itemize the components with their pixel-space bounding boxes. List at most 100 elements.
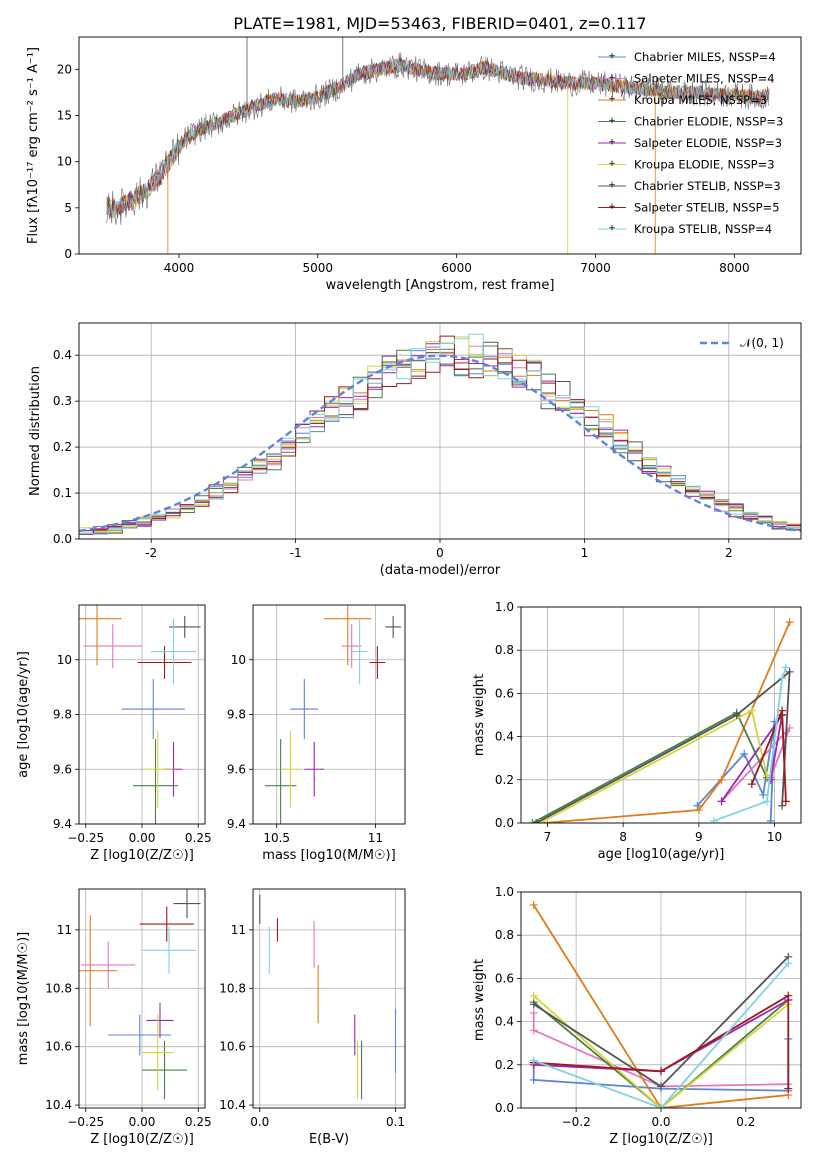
x-tick-label: 11 [368,831,383,845]
y-tick-label: 0.8 [495,928,514,942]
errorbar-point [121,678,185,740]
weight-marker [766,816,775,823]
x-axis-label: mass [log10(M/M☉)] [262,848,395,863]
y-axis-label: mass weight [472,959,487,1041]
legend-label: Chabrier STELIB, NSSP=3 [634,179,781,193]
y-tick-label: 9.4 [53,817,72,831]
spectrum-legend: + Chabrier MILES, NSSP=4 + Salpeter MILES, … [598,50,783,236]
legend-label: Kroupa ELODIE, NSSP=3 [634,158,775,172]
y-tick-label: 0.1 [53,486,72,500]
legend-marker: + [608,138,616,148]
errorbar-point [351,618,368,685]
weight-series-line [533,962,789,1108]
axes-frame [78,36,802,255]
errorbar-point [290,678,319,740]
weight-marker [529,1075,538,1084]
weight-series-line [533,994,790,1089]
age-vs-mass-plot: 10.5 11 9.4 9.6 9.8 10 mass [log10(M/M☉)] [227,604,406,863]
normal-reference-curve [79,354,801,533]
spectrum-plot: 4000 5000 6000 7000 8000 0 5 10 15 20 wavelength [… [26,36,802,293]
weight-series-line [720,727,791,803]
legend-marker: + [608,181,616,191]
x-tick-label: 9 [695,830,703,844]
weight-marker [747,706,756,715]
x-tick-label: 0.0 [651,1115,670,1129]
errorbar-point [341,624,362,668]
legend-label: Salpeter MILES, NSSP=4 [634,72,775,86]
x-axis-label: age [log10(age/yr)] [598,847,725,862]
y-tick-label: 5 [64,201,72,215]
errorbar-point [280,730,301,808]
errorbar-point [81,941,136,989]
y-tick-label: 0.4 [53,348,72,362]
y-tick-label: 0.3 [53,394,72,408]
legend-label: Kroupa STELIB, NSSP=4 [634,222,772,236]
x-tick-label: 8000 [719,261,750,275]
y-tick-label: 10 [57,653,72,667]
weight-marker [784,991,793,1000]
weight-marker [694,806,703,815]
weight-marker [657,1067,665,1076]
y-tick-label: 0.4 [495,730,514,744]
axes-frame [252,888,406,1109]
weight-marker [781,797,790,806]
y-axis-label: Normed distribution [28,366,43,496]
weight-marker [717,775,726,784]
y-tick-label: 9.6 [227,762,246,776]
x-tick-label: -2 [145,546,157,560]
plot-area [529,900,793,1108]
mass-vs-Z-plot: −0.25 0.00 0.25 10.4 10.6 10.8 11 Z [log10(Z/Z☉… [16,888,212,1147]
x-axis-label: Z [log10(Z/Z☉)] [90,848,194,863]
x-axis-label: Z [log10(Z/Z☉)] [90,1132,194,1147]
y-tick-label: 1.0 [495,885,514,899]
weight-marker [759,790,768,799]
weight-series-line [533,995,789,1108]
x-tick-label: 4000 [164,261,195,275]
legend-marker: + [608,95,616,105]
weight-marker [529,1056,538,1065]
y-axis-label: mass weight [472,674,487,756]
errorbar-point [108,1014,172,1056]
weight-marker [778,674,787,683]
weight-marker [740,749,749,758]
x-tick-label: 0.25 [185,1115,212,1129]
y-tick-label: 10.4 [45,1098,72,1112]
histogram-series [79,333,801,535]
y-axis-label: Flux [fλ10⁻¹⁷ erg cm⁻² s⁻¹ A⁻¹] [26,47,41,244]
plot-area [79,333,801,535]
x-tick-label: 0.25 [185,831,212,845]
weight-marker [784,1084,793,1093]
mass-vs-EBV-plot: 0.0 0.1 10.4 10.6 10.8 11 E(B-V) [219,888,406,1147]
x-tick-label: 0.1 [386,1115,405,1129]
errorbar-point [151,618,196,685]
errorbar-point [264,739,297,824]
weight-marker [693,801,702,810]
y-tick-label: 11 [231,923,246,937]
y-tick-label: 10 [57,155,72,169]
age-vs-Z-plot: −0.25 0.00 0.25 9.4 9.6 9.8 10 Z [log10(Z/Z☉)] a… [16,604,212,863]
weight-marker [529,991,538,1000]
errorbar-point [385,615,402,638]
x-tick-label: −0.25 [67,1115,104,1129]
x-tick-label: 0 [436,546,444,560]
plot-area [264,605,402,824]
y-tick-label: 0.0 [495,1101,514,1115]
weight-marker [532,819,541,823]
legend-label: Chabrier ELODIE, NSSP=3 [634,115,783,129]
errorbar-point [169,615,201,638]
legend-marker: + [608,224,616,234]
spectrum-line [106,58,770,218]
weight-vs-Z-plot: −0.2 0.0 0.2 0.0 0.2 0.4 0.6 0.8 1.0 Z [log10(Z/Z… [472,885,802,1147]
y-tick-label: 9.8 [227,708,246,722]
y-tick-label: 10.8 [45,981,72,995]
legend-marker: + [608,116,616,126]
x-tick-label: -1 [290,546,302,560]
weight-marker [717,797,726,806]
weight-marker [657,1082,665,1091]
axes-frame [252,604,406,825]
y-tick-label: 1.0 [495,600,514,614]
weight-marker [785,618,794,627]
legend-marker: + [608,73,616,83]
